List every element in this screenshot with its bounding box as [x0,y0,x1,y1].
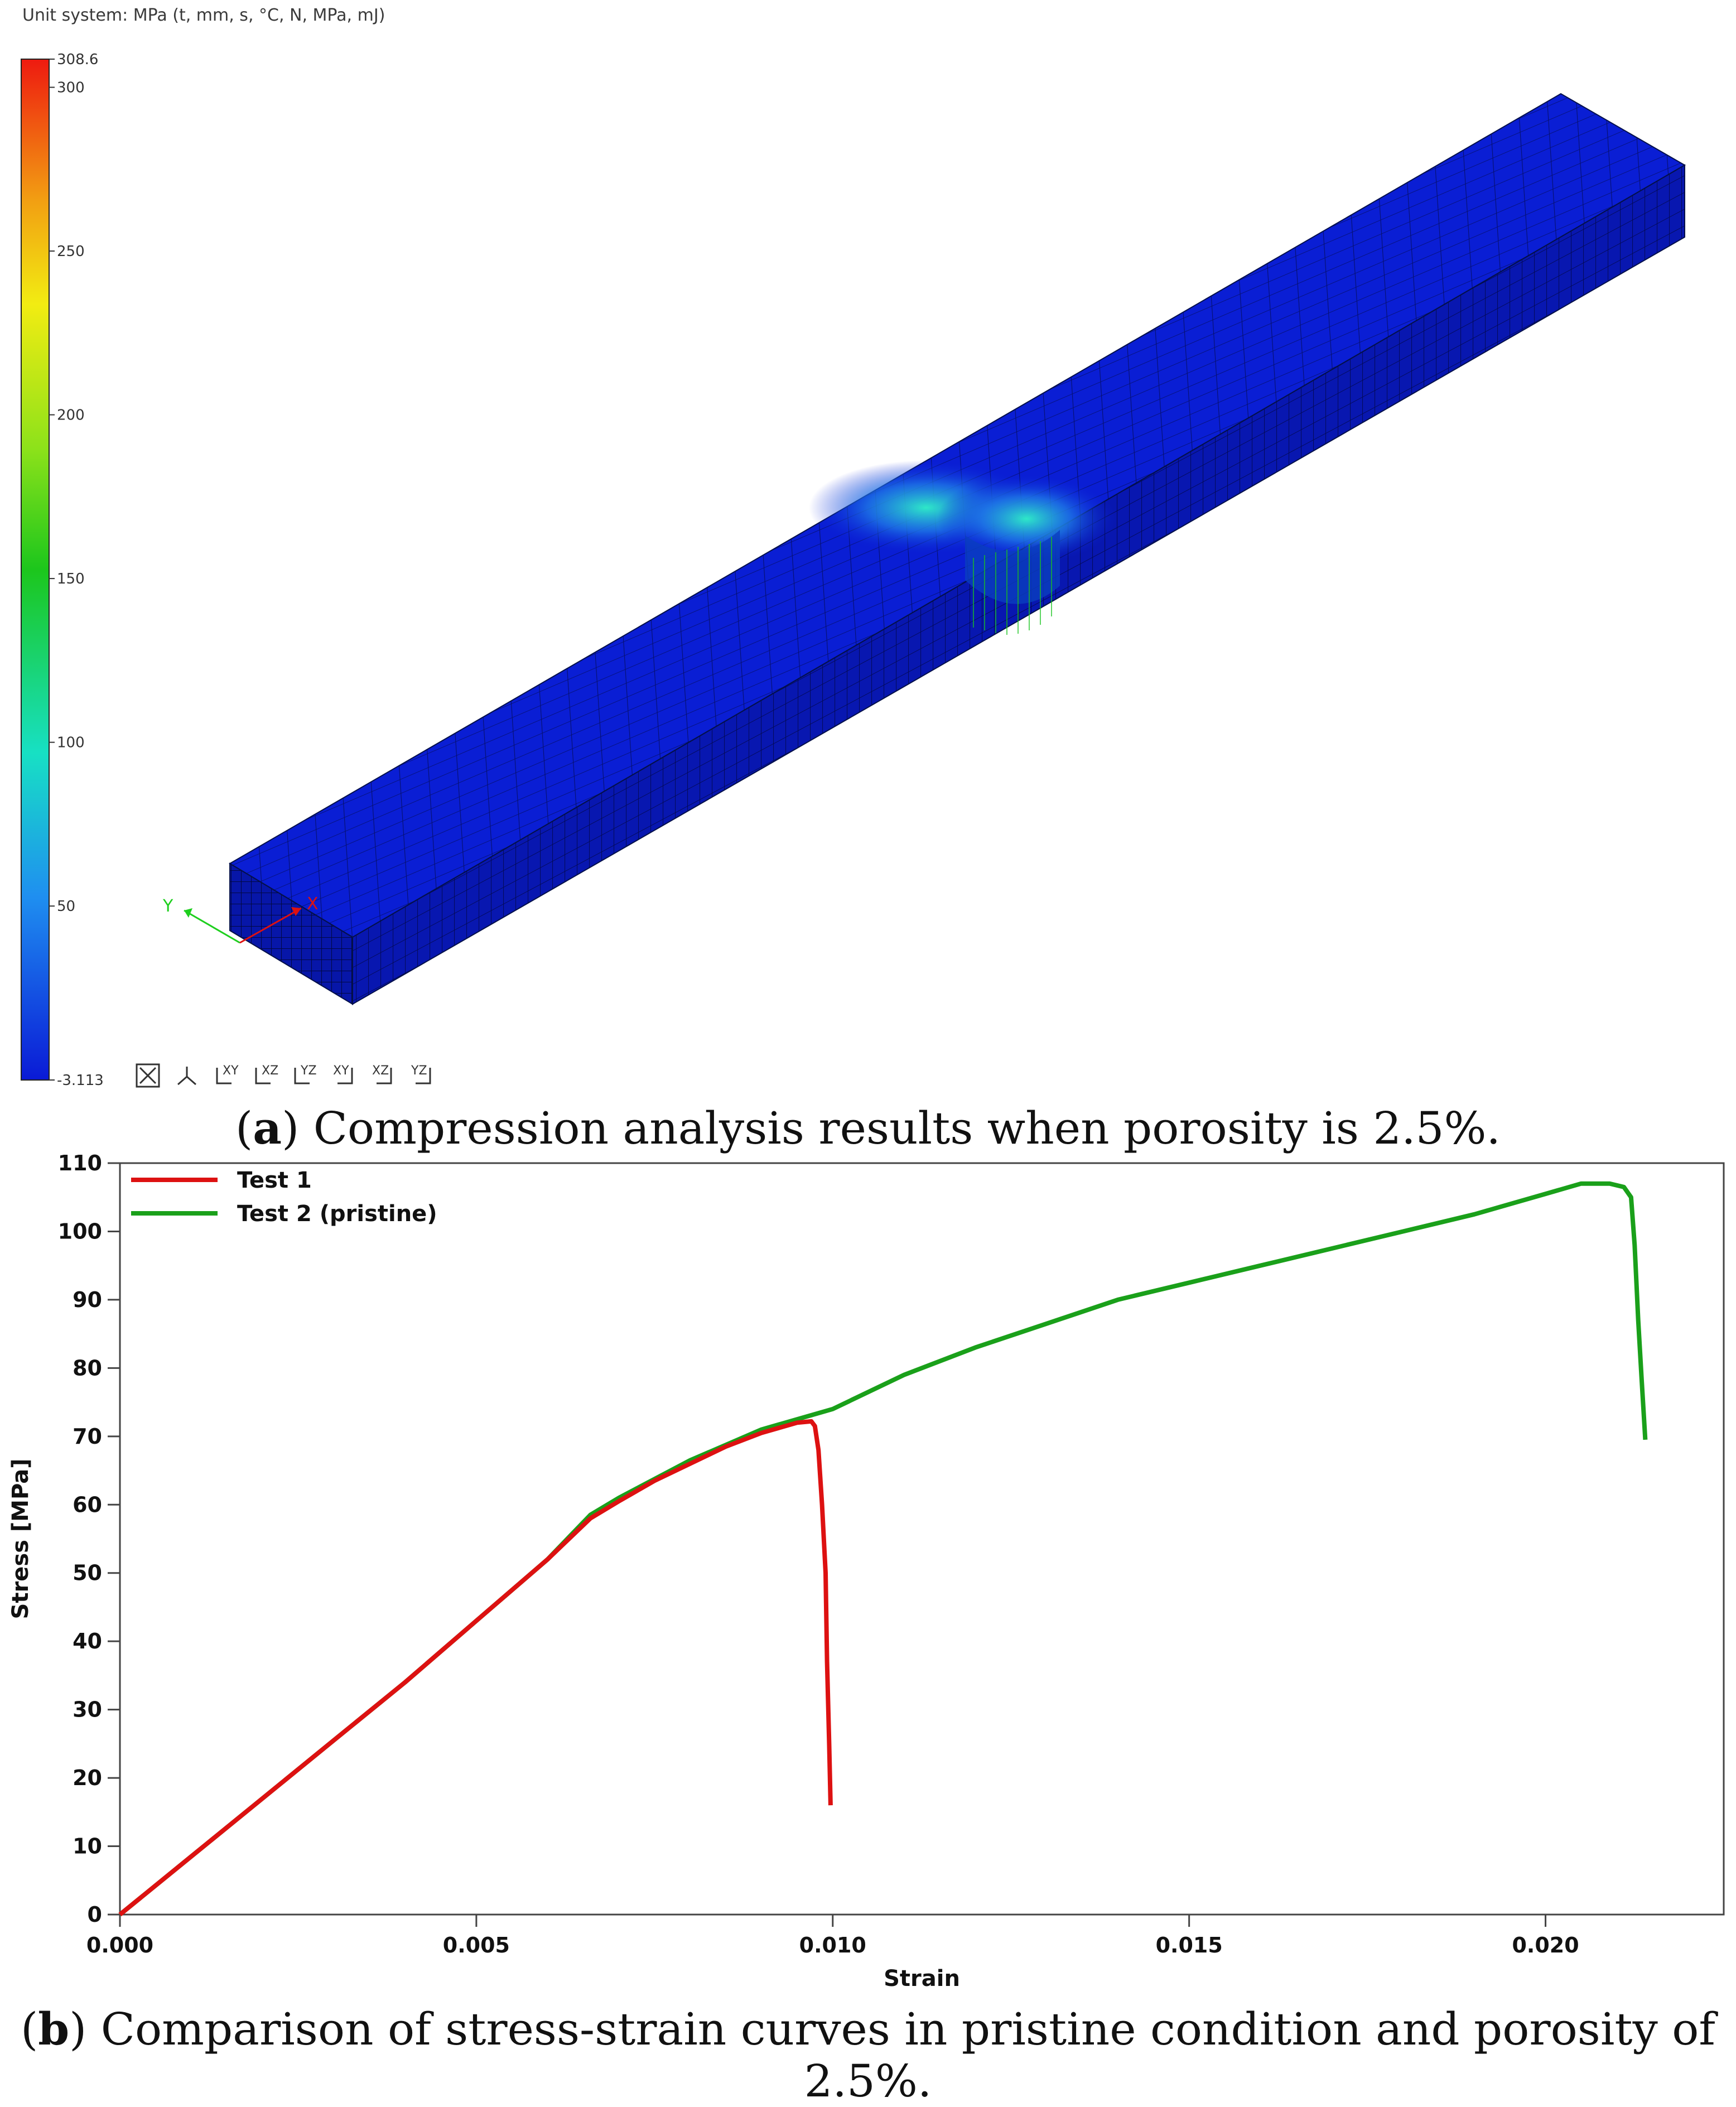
fe-contour-canvas: 308.6 300 250 200 150 100 50 -3.113 Y X [21,51,1686,1089]
stress-strain-figure: 0 10 20 30 40 50 60 70 80 90 100 110 0.000 0.005 0.01… [0,1149,1736,2064]
xz-view-label: XZ [262,1064,278,1078]
y-tick-label: 10 [73,1834,102,1859]
y-tick-label: 90 [73,1288,102,1312]
x-axis-title: Strain [884,1966,960,1992]
beam-model [229,93,1686,1005]
fit-view-icon[interactable] [136,1063,160,1088]
colorbar-labels: 308.6 300 250 200 150 100 50 -3.113 [49,51,104,1089]
xz-view-icon[interactable]: XZ [255,1064,278,1084]
y-axis-title: Stress [MPa] [8,1459,33,1619]
caption-a: (a) Compression analysis results when po… [235,1102,1501,1154]
axis-triad: Y X [162,894,319,944]
y-tick-label: 50 [73,1561,102,1585]
y-tick-label: 60 [73,1492,102,1517]
y-tick-label: 100 [58,1219,102,1243]
xy-view-icon[interactable]: XY [216,1064,239,1084]
yz-view-label: YZ [300,1064,317,1078]
legend: Test 1 Test 2 (pristine) [131,1168,437,1227]
y-tick-label: 20 [73,1766,102,1790]
series-layer [118,1181,1648,1917]
caption-b: (b) Comparison of stress-strain curves i… [21,2003,1715,2107]
caption-b-letter: b [38,2003,70,2055]
x-tick-label: 0.015 [1156,1933,1223,1957]
x-axis: 0.000 0.005 0.010 0.015 0.020 [86,1915,1579,1957]
colorbar-tick-label: 200 [57,407,85,424]
caption-a-text: ) Compression analysis results when poro… [282,1102,1501,1154]
zx-view-icon[interactable]: XZ [372,1064,392,1084]
triad-x-label: X [307,894,319,914]
zx-view-label: XZ [372,1064,389,1078]
y-tick-label: 40 [73,1629,102,1653]
y-tick-label: 0 [88,1902,102,1927]
x-tick-label: 0.020 [1512,1933,1579,1957]
colorbar-tick-label: 50 [57,898,75,915]
zy-view-icon[interactable]: YZ [411,1064,431,1084]
x-tick-label: 0.010 [799,1933,866,1957]
zy-view-label: YZ [411,1064,427,1078]
view-toolbar: XY XZ YZ XY XZ YZ [136,1063,431,1088]
stress-strain-chart: 0 10 20 30 40 50 60 70 80 90 100 110 0.000 0.005 0.01… [8,1151,1725,1992]
colorbar-tick-label: 300 [57,79,85,96]
y-tick-label: 70 [73,1424,102,1449]
y-axis: 0 10 20 30 40 50 60 70 80 90 100 110 [58,1151,120,1927]
plot-area [119,1162,1725,1916]
yx-view-icon[interactable]: XY [333,1064,353,1084]
fe-contour-figure: Unit system: MPa (t, mm, s, °C, N, MPa, … [21,6,1686,1089]
yx-view-label: XY [333,1064,349,1078]
isometric-view-icon[interactable] [177,1067,196,1086]
colorbar-min-label: -3.113 [57,1072,104,1089]
x-tick-label: 0.000 [86,1933,153,1957]
y-tick-label: 80 [73,1356,102,1380]
yz-view-icon[interactable]: YZ [294,1064,317,1084]
colorbar-tick-label: 250 [57,243,85,260]
legend-label: Test 2 (pristine) [237,1201,437,1227]
colorbar-tick-label: 100 [57,735,85,751]
x-tick-label: 0.005 [443,1933,510,1957]
xy-view-label: XY [223,1064,239,1078]
caption-b-text: ) Comparison of stress-strain curves in … [69,2003,1715,2107]
unit-system-label: Unit system: MPa (t, mm, s, °C, N, MPa, … [22,6,385,25]
colorbar-max-label: 308.6 [57,51,98,68]
y-tick-label: 30 [73,1698,102,1722]
series-line-1 [118,1419,833,1917]
caption-a-letter: a [253,1102,282,1154]
colorbar-tick-label: 150 [57,571,85,587]
legend-label: Test 1 [237,1168,312,1193]
triad-y-label: Y [162,896,173,916]
y-tick-label: 110 [58,1151,102,1175]
colorbar [21,59,50,1081]
